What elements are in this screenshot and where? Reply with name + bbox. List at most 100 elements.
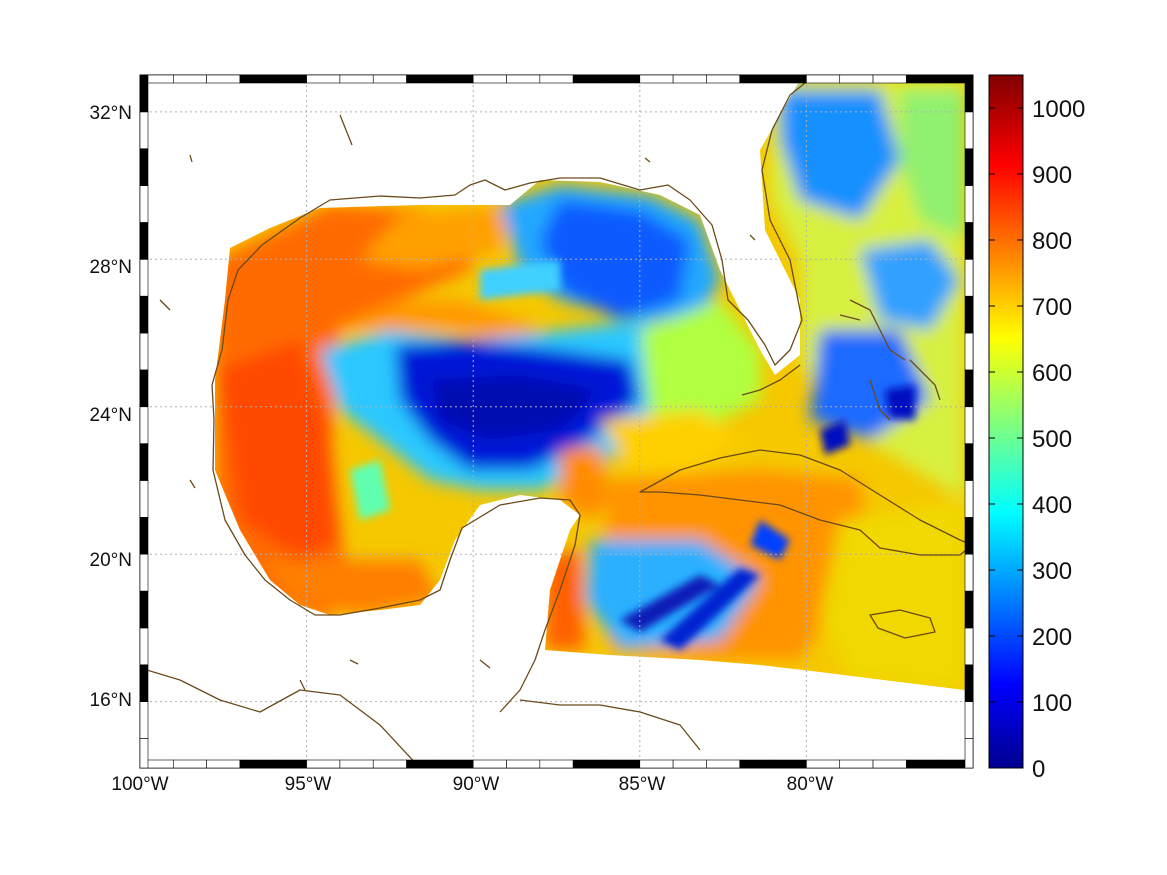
frame-bottom-segment [239,759,274,769]
colorbar-label-200: 200 [1032,624,1072,651]
frame-bottom-segment [206,759,241,769]
colorbar-label-500: 500 [1032,426,1072,453]
frame-top-segment [406,74,441,84]
frame-right-segment [964,295,974,334]
frame-bottom-segment [306,759,341,769]
frame-bottom-segment [272,759,307,769]
frame-left-segment [139,111,149,150]
lat-label-28: 28°N [90,257,132,278]
colorbar-label-300: 300 [1032,558,1072,585]
frame-left-segment [139,222,149,260]
frame-right-segment [964,111,974,150]
frame-top-segment [339,74,374,84]
frame-bottom-segment [872,759,907,769]
frame-top-segment [606,74,641,84]
frame-top-segment [472,74,507,84]
frame-right-segment [964,664,974,702]
frame-right-segment [964,553,974,592]
frame-top-segment [506,74,541,84]
frame-right-segment [964,222,974,260]
frame-bottom-segment [739,759,774,769]
frame-top-segment [372,74,407,84]
frame-bottom-segment [472,759,507,769]
frame-top-segment [306,74,341,84]
coast-honduras [519,699,701,751]
frame-bottom-segment [772,759,807,769]
frame-top-segment [239,74,274,84]
colorbar-label-100: 100 [1032,690,1072,717]
colorbar-label-800: 800 [1032,228,1072,255]
frame-bottom-segment [539,759,574,769]
frame-left-segment [139,332,149,371]
frame-top-segment [206,74,241,84]
field-yucatan-channel [560,445,610,520]
lat-label-24: 24°N [90,405,132,426]
colorbar-tick-labels: 1000 900 800 700 600 500 400 300 200 100… [1032,96,1085,783]
frame-right-segment [964,148,974,186]
frame-left-segment [139,738,149,769]
frame-bottom-segment [606,759,641,769]
frame-bottom-segment [572,759,607,769]
frame-bottom-segment [506,759,541,769]
frame-top-segment [572,74,607,84]
frame-right-segment [964,369,974,408]
frame-bottom-segment [439,759,474,769]
frame-right-segment [964,738,974,769]
frame-right-segment [964,332,974,371]
frame-left-segment [139,259,149,297]
frame-left-segment [139,517,149,555]
frame-top-segment [173,74,207,84]
frame-left-segment [139,553,149,592]
field-eastern-gulf-mixed [640,300,760,430]
frame-bottom-segment [706,759,741,769]
frame-bottom-segment [672,759,707,769]
frame-left-segment [139,74,149,113]
colorbar-label-0: 0 [1032,756,1045,783]
lon-label-95w: 95°W [285,774,332,795]
frame-left-segment [139,701,149,739]
coast-bahamas [839,299,941,421]
frame-bottom-segment [406,759,441,769]
frame-right-segment [964,259,974,297]
frame-right-segment [964,517,974,555]
frame-top-segment [839,74,874,84]
field-caribbean-low-streaks [620,575,720,632]
frame-right-segment [964,627,974,666]
colorbar-label-400: 400 [1032,492,1072,519]
frame-bottom-segment [372,759,407,769]
frame-top-segment [272,74,307,84]
frame-top-segment [672,74,707,84]
frame-bottom-segment [806,759,841,769]
frame-top-segment [706,74,741,84]
frame-left-segment [139,185,149,223]
frame-bottom-segment [339,759,374,769]
frame-top-segment [439,74,474,84]
coast-us-gulf [211,75,816,471]
lat-label-16: 16°N [90,690,132,711]
ocean-data-field [215,80,965,690]
lon-label-100w: 100°W [111,774,168,795]
colorbar-label-600: 600 [1032,360,1072,387]
frame-left-segment [139,480,149,518]
longitude-tick-labels: 100°W 95°W 90°W 85°W 80°W [111,774,833,795]
frame-left-segment [139,590,149,629]
frame-right-segment [964,590,974,629]
lon-label-80w: 80°W [787,774,834,795]
colorbar-label-900: 900 [1032,162,1072,189]
colorbar-label-700: 700 [1032,294,1072,321]
frame-left-segment [139,295,149,334]
frame-bottom-segment [173,759,207,769]
frame-right-segment [964,185,974,223]
latitude-tick-labels: 32°N 28°N 24°N 20°N 16°N [90,103,132,711]
frame-right-segment [964,480,974,518]
frame-top-segment [872,74,907,84]
frame-bottom-segment [839,759,874,769]
frame-left-segment [139,443,149,481]
lat-label-20: 20°N [90,550,132,571]
coast-florida-keys [741,364,801,396]
colorbar-label-1000: 1000 [1032,96,1085,123]
lat-label-32: 32°N [90,103,132,124]
checkered-frame-border [139,74,974,769]
coast-islands [159,114,756,691]
